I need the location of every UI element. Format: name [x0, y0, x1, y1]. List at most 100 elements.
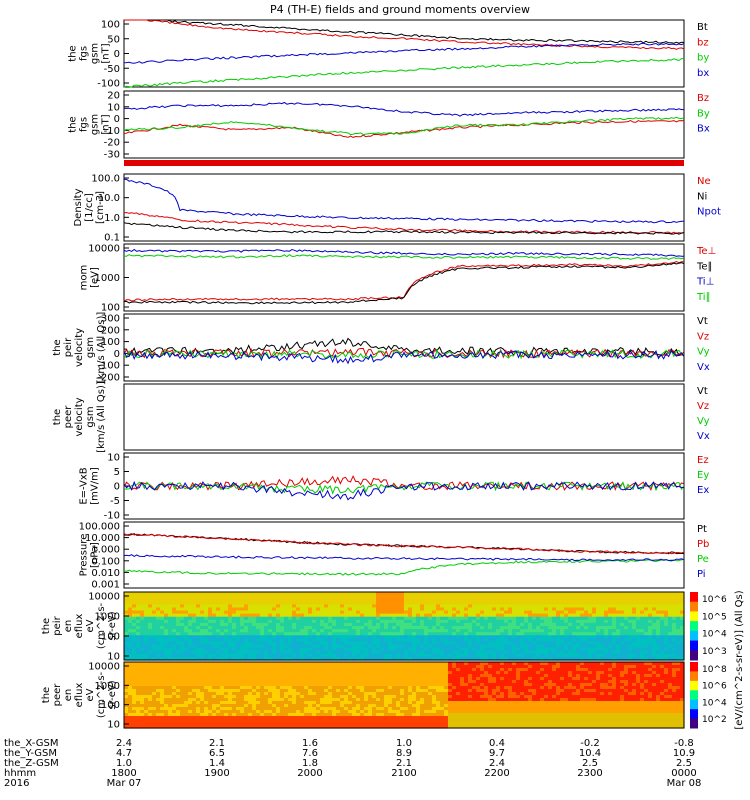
spectrogram-cell: [492, 626, 497, 630]
spectrogram-cell: [324, 668, 329, 672]
spectrogram-cell: [152, 689, 157, 693]
spectrogram-cell: [276, 644, 281, 649]
spectrogram-cell: [572, 595, 577, 599]
spectrogram-cell: [332, 701, 337, 705]
spectrogram-cell: [244, 695, 249, 699]
spectrogram-cell: [516, 629, 521, 633]
spectrogram-cell: [536, 647, 541, 652]
spectrogram-cell: [656, 641, 661, 646]
spectrogram-cell: [360, 604, 365, 609]
spectrogram-cell: [468, 653, 473, 658]
spectrogram-cell: [180, 719, 185, 723]
spectrogram-cell: [456, 592, 461, 596]
spectrogram-cell: [316, 616, 321, 621]
spectrogram-cell: [124, 641, 129, 646]
spectrogram-cell: [264, 635, 269, 639]
spectrogram-cell: [264, 619, 269, 624]
spectrogram-cell: [328, 707, 333, 711]
spectrogram-cell: [160, 689, 165, 693]
spectrogram-cell: [428, 722, 433, 726]
spectrogram-cell: [332, 692, 337, 696]
series-line-Te∥: [123, 262, 685, 305]
spectrogram-cell: [332, 674, 337, 678]
spectrogram-cell: [192, 610, 197, 615]
spectrogram-cell: [124, 662, 129, 666]
spectrogram-cell: [244, 613, 249, 618]
spectrogram-cell: [348, 635, 353, 639]
spectrogram-cell: [176, 680, 181, 684]
spectrogram-cell: [128, 701, 133, 705]
spectrogram-cell: [504, 616, 509, 621]
spectrogram-cell: [588, 622, 593, 627]
spectrogram-cell: [144, 722, 149, 726]
spectrogram-cell: [264, 704, 269, 708]
spectrogram-cell: [132, 704, 137, 708]
spectrogram-cell: [616, 613, 621, 618]
spectrogram-cell: [644, 607, 649, 612]
spectrogram-cell: [624, 638, 629, 643]
spectrogram-cell: [148, 689, 153, 693]
spectrogram-cell: [204, 683, 209, 687]
spectrogram-cell: [556, 653, 561, 658]
spectrogram-cell: [128, 607, 133, 612]
spectrogram-cell: [360, 616, 365, 621]
spectrogram-cell: [128, 704, 133, 708]
spectrogram-cell: [572, 613, 577, 618]
spectrogram-cell: [208, 671, 213, 675]
spectrogram-cell: [488, 647, 493, 652]
spectrogram-cell: [280, 722, 285, 726]
spectrogram-cell: [372, 725, 377, 729]
spectrogram-cell: [504, 644, 509, 649]
spectrogram-cell: [352, 592, 357, 596]
spectrogram-cell: [220, 695, 225, 699]
spectrogram-cell: [396, 710, 401, 714]
spectrogram-cell: [264, 689, 269, 693]
spectrogram-cell: [596, 619, 601, 624]
spectrogram-cell: [380, 626, 385, 630]
spectrogram-cell: [468, 641, 473, 646]
spectrogram-cell: [128, 641, 133, 646]
spectrogram-cell: [264, 683, 269, 687]
spectrogram-cell: [556, 632, 561, 636]
spectrogram-cell: [388, 692, 393, 696]
spectrogram-cell: [316, 644, 321, 649]
spectrogram-cell: [208, 601, 213, 605]
spectrogram-cell: [200, 595, 205, 599]
spectrogram-cell: [348, 719, 353, 723]
spectrogram-cell: [132, 680, 137, 684]
spectrogram-cell: [408, 665, 413, 669]
spectrogram-cell: [284, 692, 289, 696]
spectrogram-cell: [184, 695, 189, 699]
spectrogram-cell: [380, 622, 385, 627]
spectrogram-cell: [280, 656, 285, 661]
spectrogram-cell: [276, 671, 281, 675]
spectrogram-cell: [308, 671, 313, 675]
spectrogram-cell: [512, 638, 517, 643]
spectrogram-cell: [296, 686, 301, 690]
spectrogram-cell: [192, 641, 197, 646]
spectrogram-cell: [208, 722, 213, 726]
spectrogram-cell: [200, 616, 205, 621]
spectrogram-cell: [256, 668, 261, 672]
spectrogram-cell: [408, 641, 413, 646]
spectrogram-cell: [656, 647, 661, 652]
spectrogram-cell: [656, 616, 661, 621]
spectrogram-cell: [172, 695, 177, 699]
spectrogram-cell: [272, 713, 277, 717]
spectrogram-cell: [140, 668, 145, 672]
spectrogram-cell: [204, 610, 209, 615]
spectrogram-cell: [492, 644, 497, 649]
spectrogram-cell: [228, 713, 233, 717]
spectrogram-cell: [476, 647, 481, 652]
spectrogram-cell: [384, 698, 389, 702]
spectrogram-cell: [288, 638, 293, 643]
spectrogram-cell: [516, 613, 521, 618]
spectrogram-cell: [348, 692, 353, 696]
spectrogram-cell: [336, 616, 341, 621]
spectrogram-cell: [264, 662, 269, 666]
spectrogram-cell: [472, 650, 477, 655]
spectrogram-cell: [292, 713, 297, 717]
spectrogram-cell: [292, 635, 297, 639]
spectrogram-cell: [436, 653, 441, 658]
spectrogram-cell: [428, 638, 433, 643]
